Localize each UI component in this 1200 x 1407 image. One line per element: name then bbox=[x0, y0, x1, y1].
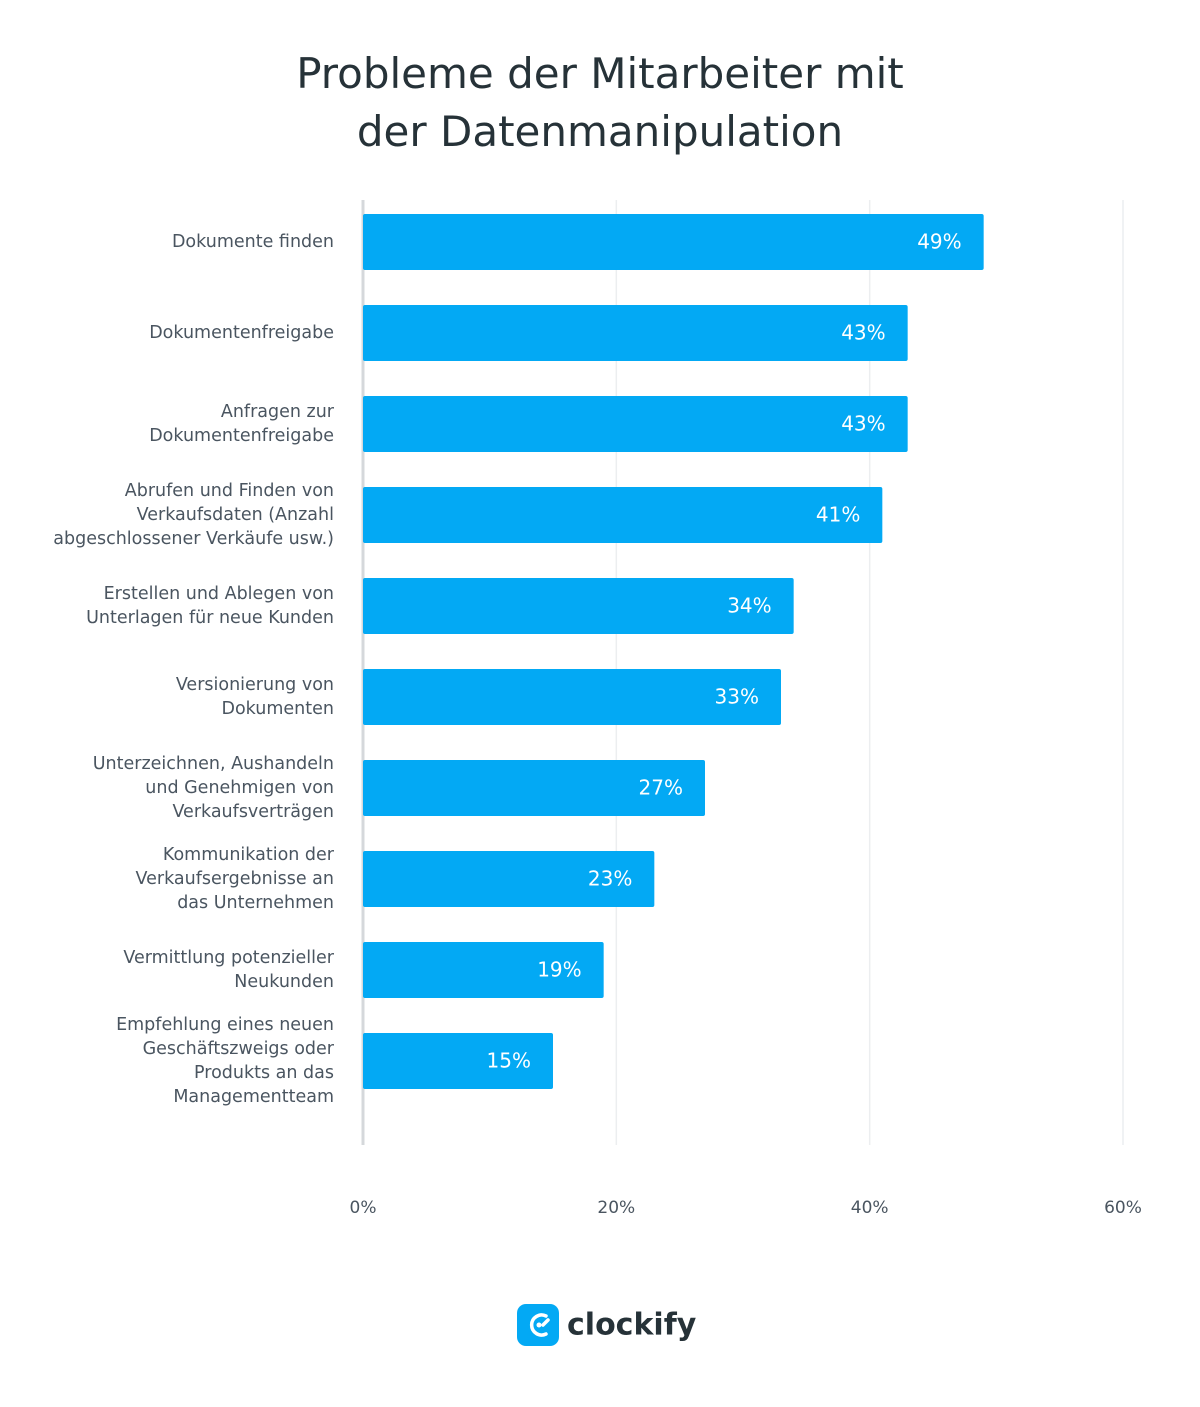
value-label: 27% bbox=[639, 776, 683, 800]
x-tick-label: 0% bbox=[350, 1198, 377, 1218]
value-label: 41% bbox=[816, 503, 860, 527]
x-tick-label: 60% bbox=[1104, 1198, 1142, 1218]
category-label: Unterzeichnen, Aushandeln und Genehmigen… bbox=[92, 754, 334, 822]
value-label: 15% bbox=[487, 1049, 531, 1073]
x-tick-label: 20% bbox=[597, 1198, 635, 1218]
value-label: 19% bbox=[537, 958, 581, 982]
bar bbox=[363, 851, 655, 907]
logo-text: clockify bbox=[567, 1308, 697, 1343]
category-label: Versionierung von Dokumenten bbox=[175, 675, 334, 719]
value-label: 23% bbox=[588, 867, 632, 891]
bar bbox=[363, 214, 984, 270]
category-label: Anfragen zur Dokumentenfreigabe bbox=[149, 402, 334, 446]
value-label: 43% bbox=[841, 321, 885, 345]
category-label: Dokumentenfreigabe bbox=[149, 323, 334, 343]
bar bbox=[363, 396, 908, 452]
chart-title: Probleme der Mitarbeiter mit der Datenma… bbox=[296, 49, 904, 156]
value-label: 33% bbox=[715, 685, 759, 709]
logo-icon bbox=[517, 1304, 559, 1346]
x-tick-label: 40% bbox=[851, 1198, 889, 1218]
category-label: Erstellen und Ablegen von Unterlagen für… bbox=[86, 584, 334, 628]
bar bbox=[363, 669, 781, 725]
category-label: Empfehlung eines neuen Geschäftszweigs o… bbox=[116, 1015, 334, 1107]
category-label: Vermittlung potenzieller Neukunden bbox=[123, 948, 334, 992]
bar bbox=[363, 487, 883, 543]
category-label: Dokumente finden bbox=[171, 232, 334, 252]
category-label: Kommunikation der Verkaufsergebnisse an … bbox=[135, 845, 334, 913]
value-label: 34% bbox=[727, 594, 771, 618]
bar bbox=[363, 760, 705, 816]
bar bbox=[363, 578, 794, 634]
bar bbox=[363, 1033, 553, 1089]
category-label: Abrufen und Finden von Verkaufsdaten (An… bbox=[53, 481, 334, 549]
value-label: 49% bbox=[917, 230, 961, 254]
value-label: 43% bbox=[841, 412, 885, 436]
bar bbox=[363, 305, 908, 361]
bar bbox=[363, 942, 604, 998]
